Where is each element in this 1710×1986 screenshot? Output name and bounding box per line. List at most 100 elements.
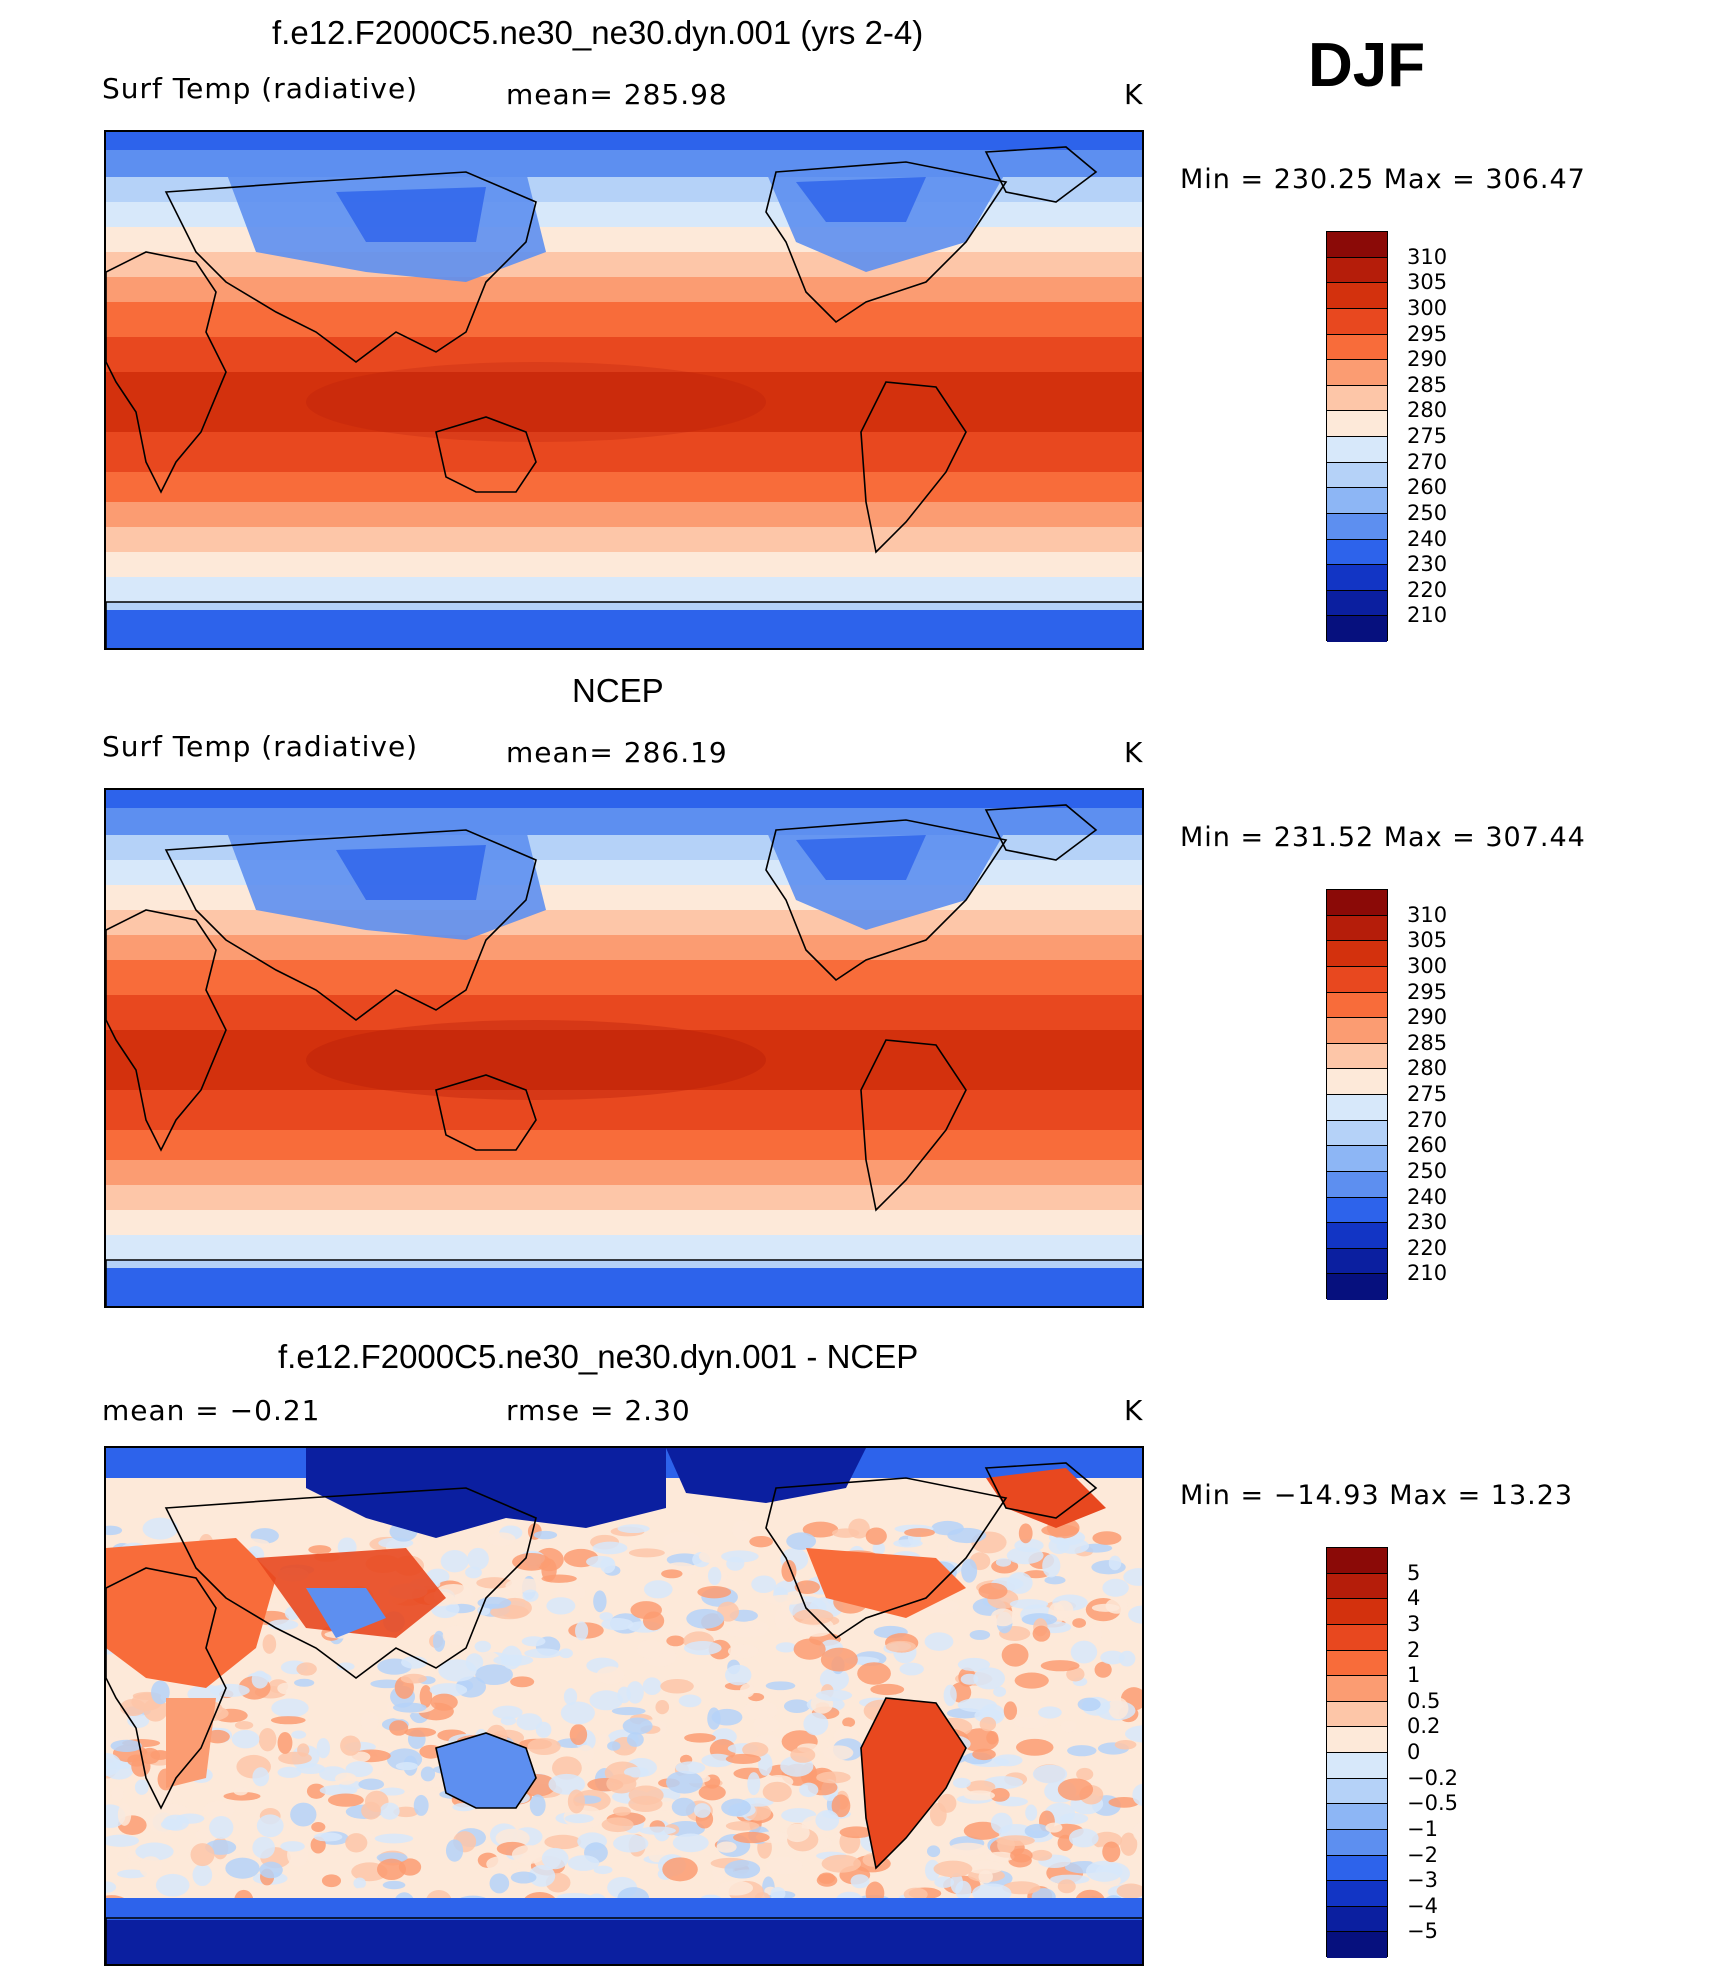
- colorbar-tick-label: 310: [1407, 244, 1448, 269]
- colorbar-box: [1327, 513, 1387, 540]
- panel2-variable-label: Surf Temp (radiative): [102, 730, 419, 763]
- panel1-title: f.e12.F2000C5.ne30_ne30.dyn.001 (yrs 2-4…: [272, 14, 924, 51]
- colorbar-box: [1327, 1855, 1387, 1882]
- colorbar-box: [1327, 941, 1387, 967]
- panel1-minmax: Min = 230.25 Max = 306.47: [1180, 164, 1586, 195]
- panel2-mean-label: mean= 286.19: [506, 736, 728, 769]
- panel3-mean-label: mean = −0.21: [102, 1394, 321, 1427]
- colorbar-tick-label: 210: [1407, 1261, 1448, 1286]
- colorbar-tick-label: 0: [1407, 1740, 1421, 1764]
- panel2-units-label: K: [1124, 736, 1144, 769]
- colorbar-box: [1327, 1018, 1387, 1044]
- panel3-minmax: Min = −14.93 Max = 13.23: [1180, 1480, 1574, 1511]
- colorbar-tick-label: 280: [1407, 398, 1448, 423]
- colorbar-tick-label: 300: [1407, 953, 1448, 978]
- colorbar-tick-label: 295: [1407, 979, 1448, 1004]
- colorbar-tick-label: −1: [1407, 1816, 1438, 1841]
- colorbar-tick-label: 275: [1407, 1082, 1448, 1106]
- colorbar-box: [1327, 539, 1387, 566]
- colorbar-tick-label: 220: [1407, 577, 1448, 602]
- colorbar-tick-label: 305: [1407, 928, 1448, 953]
- colorbar-box: [1327, 1829, 1387, 1856]
- panel3-colorbar: [1326, 1547, 1388, 1958]
- colorbar-box: [1327, 1650, 1387, 1677]
- colorbar-box: [1327, 1043, 1387, 1070]
- colorbar-tick-label: 290: [1407, 347, 1448, 372]
- colorbar-box: [1327, 1171, 1387, 1198]
- colorbar-box: [1327, 411, 1387, 437]
- colorbar-tick-label: 260: [1407, 1133, 1448, 1158]
- colorbar-tick-label: 305: [1407, 270, 1448, 295]
- colorbar-box: [1327, 308, 1387, 335]
- colorbar-box: [1327, 565, 1387, 591]
- colorbar-tick-label: 240: [1407, 1184, 1448, 1209]
- panel1-map-field: [106, 132, 1142, 648]
- colorbar-box: [1327, 992, 1387, 1019]
- colorbar-tick-label: 250: [1407, 500, 1448, 525]
- colorbar-tick-label: 270: [1407, 1107, 1448, 1132]
- colorbar-tick-label: −0.2: [1407, 1765, 1458, 1790]
- colorbar-tick-label: 310: [1407, 902, 1448, 927]
- colorbar-box: [1327, 1069, 1387, 1095]
- colorbar-box: [1327, 1248, 1387, 1275]
- colorbar-box: [1327, 890, 1387, 916]
- colorbar-box: [1327, 462, 1387, 489]
- panel1-variable-label: Surf Temp (radiative): [102, 72, 419, 105]
- colorbar-box: [1327, 283, 1387, 309]
- colorbar-box: [1327, 1223, 1387, 1249]
- colorbar-tick-label: 3: [1407, 1611, 1421, 1636]
- panel3-title: f.e12.F2000C5.ne30_ne30.dyn.001 - NCEP: [278, 1338, 919, 1375]
- colorbar-tick-label: −2: [1407, 1842, 1438, 1867]
- panel2-minmax: Min = 231.52 Max = 307.44: [1180, 822, 1586, 853]
- colorbar-tick-label: 250: [1407, 1158, 1448, 1183]
- colorbar-tick-label: 260: [1407, 475, 1448, 500]
- colorbar-tick-label: 240: [1407, 526, 1448, 551]
- panel2-map: [104, 788, 1144, 1308]
- colorbar-box: [1327, 257, 1387, 284]
- colorbar-tick-label: 230: [1407, 552, 1448, 577]
- colorbar-box: [1327, 590, 1387, 617]
- colorbar-box: [1327, 1599, 1387, 1625]
- colorbar-tick-label: 220: [1407, 1235, 1448, 1260]
- colorbar-box: [1327, 1881, 1387, 1907]
- colorbar-tick-label: 290: [1407, 1005, 1448, 1030]
- colorbar-tick-label: 300: [1407, 295, 1448, 320]
- colorbar-tick-label: 0.5: [1407, 1688, 1441, 1713]
- colorbar-box: [1327, 1804, 1387, 1830]
- colorbar-tick-label: 0.2: [1407, 1714, 1441, 1739]
- colorbar-tick-label: 275: [1407, 424, 1448, 448]
- panel3-map-field: [106, 1448, 1142, 1964]
- colorbar-box: [1327, 488, 1387, 514]
- colorbar-tick-label: 285: [1407, 372, 1448, 397]
- colorbar-tick-label: −0.5: [1407, 1791, 1458, 1816]
- colorbar-box: [1327, 616, 1387, 642]
- panel1-colorbar: [1326, 231, 1388, 642]
- colorbar-box: [1327, 915, 1387, 942]
- colorbar-box: [1327, 1548, 1387, 1574]
- colorbar-tick-label: 210: [1407, 603, 1448, 628]
- panel3-rmse-label: rmse = 2.30: [506, 1394, 691, 1427]
- colorbar-box: [1327, 1676, 1387, 1702]
- panel2-map-field: [106, 790, 1142, 1306]
- colorbar-tick-label: 285: [1407, 1030, 1448, 1055]
- colorbar-tick-label: 295: [1407, 321, 1448, 346]
- colorbar-tick-label: 4: [1407, 1586, 1421, 1611]
- panel2-colorbar: [1326, 889, 1388, 1300]
- colorbar-box: [1327, 1120, 1387, 1147]
- colorbar-box: [1327, 1932, 1387, 1958]
- colorbar-tick-label: −3: [1407, 1868, 1438, 1893]
- colorbar-box: [1327, 437, 1387, 463]
- colorbar-tick-label: 230: [1407, 1210, 1448, 1235]
- colorbar-box: [1327, 1701, 1387, 1728]
- colorbar-tick-label: 2: [1407, 1637, 1421, 1662]
- panel1-mean-label: mean= 285.98: [506, 78, 728, 111]
- colorbar-box: [1327, 1727, 1387, 1753]
- colorbar-box: [1327, 360, 1387, 386]
- colorbar-tick-label: −5: [1407, 1919, 1438, 1944]
- season-label: DJF: [1308, 31, 1426, 100]
- colorbar-tick-label: 280: [1407, 1056, 1448, 1081]
- colorbar-tick-label: 270: [1407, 449, 1448, 474]
- colorbar-box: [1327, 1778, 1387, 1805]
- colorbar-box: [1327, 1274, 1387, 1300]
- colorbar-box: [1327, 966, 1387, 993]
